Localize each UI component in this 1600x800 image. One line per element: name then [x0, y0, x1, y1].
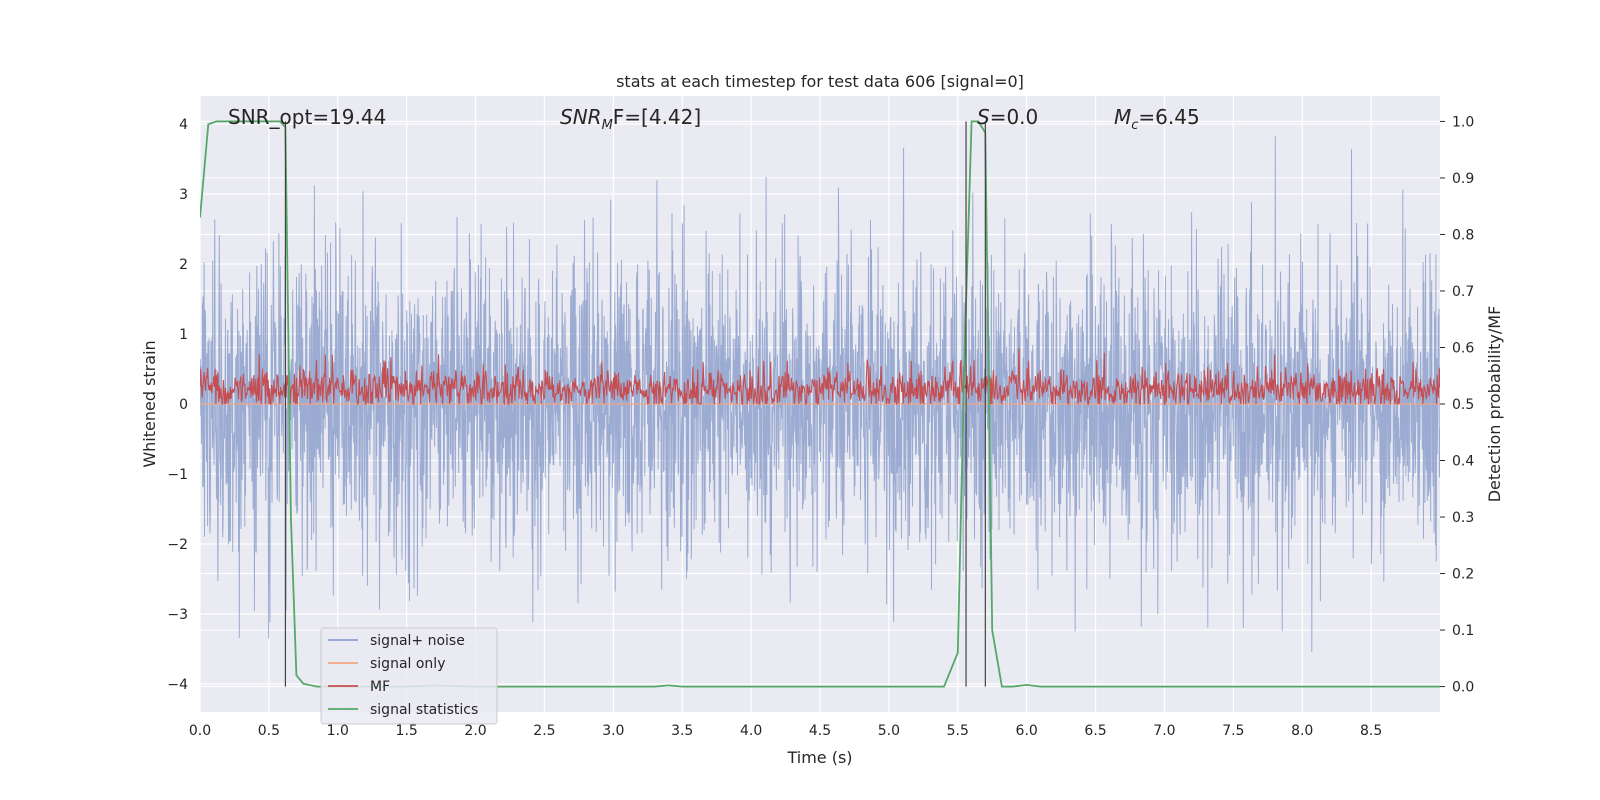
x-tick-label: 0.5: [258, 723, 280, 739]
y-axis-ticks: 4 3 2 1 0 −1 −2 −3 −4: [167, 117, 188, 693]
annotation-snr-opt: SNR_opt=19.44: [228, 105, 386, 129]
x-tick-label: 7.5: [1222, 723, 1244, 739]
y-tick-label: −2: [167, 537, 188, 553]
x-axis-label: Time (s): [786, 748, 852, 767]
series-mf-line: [200, 347, 1440, 406]
legend: signal+ noise signal only MF signal stat…: [320, 627, 498, 725]
y2-tick-label: 0.5: [1452, 397, 1474, 413]
x-tick-label: 6.0: [1016, 723, 1038, 739]
y2-tick-label: 0.6: [1452, 340, 1474, 356]
y2-tick-label: 0.7: [1452, 284, 1474, 300]
legend-item-signal-statistics: signal statistics: [328, 702, 478, 718]
legend-label: signal+ noise: [370, 633, 465, 649]
x-tick-label: 0.0: [189, 723, 211, 739]
legend-item-signal-noise: signal+ noise: [328, 633, 465, 649]
x-tick-label: 8.5: [1360, 723, 1382, 739]
x-tick-label: 5.5: [947, 723, 969, 739]
series-signal-noise-line: [200, 136, 1440, 652]
y2-tick-label: 0.2: [1452, 567, 1474, 583]
x-tick-label: 3.0: [602, 723, 624, 739]
y2-tick-label: 0.9: [1452, 171, 1474, 187]
legend-item-signal-only: signal only: [328, 656, 445, 672]
legend-label: signal statistics: [370, 702, 478, 718]
x-tick-label: 2.5: [533, 723, 555, 739]
annotation-mc: Mc=6.45: [1114, 105, 1200, 133]
y2-axis-ticks: 1.0 0.9 0.8 0.7 0.6 0.5 0.4 0.3 0.2 0.1 0.0: [1440, 114, 1474, 696]
x-tick-label: 2.0: [464, 723, 486, 739]
y-tick-label: 1: [179, 327, 188, 343]
x-tick-label: 8.0: [1291, 723, 1313, 739]
y2-tick-label: 0.8: [1452, 227, 1474, 243]
x-tick-label: 3.5: [671, 723, 693, 739]
y2-tick-label: 0.4: [1452, 454, 1474, 470]
y-tick-label: −1: [167, 467, 188, 483]
y-axis-label: Whitened strain: [140, 340, 159, 467]
y-tick-label: −4: [167, 677, 188, 693]
y2-tick-label: 0.3: [1452, 510, 1474, 526]
x-tick-label: 4.5: [809, 723, 831, 739]
x-axis-ticks: 0.0 0.5 1.0 1.5 2.0 2.5 3.0 3.5 4.0 4.5 5.0 5.5 6.0 6…: [189, 723, 1382, 739]
y-tick-label: 2: [179, 257, 188, 273]
y-tick-label: −3: [167, 607, 188, 623]
annotation-s: S=0.0: [977, 105, 1038, 129]
x-tick-label: 4.0: [740, 723, 762, 739]
annotation-snr-mf: SNRMF=[4.42]: [560, 105, 701, 133]
y2-tick-label: 1.0: [1452, 114, 1474, 130]
y2-axis-label: Detection probability/MF: [1485, 306, 1504, 503]
x-tick-label: 6.5: [1084, 723, 1106, 739]
x-tick-label: 1.5: [396, 723, 418, 739]
series-signal-statistics-line: [200, 120, 1440, 688]
x-tick-label: 1.0: [327, 723, 349, 739]
y2-tick-label: 0.1: [1452, 623, 1474, 639]
chart-title: stats at each timestep for test data 606…: [616, 72, 1024, 91]
legend-label: MF: [370, 679, 390, 695]
y2-tick-label: 0.0: [1452, 680, 1474, 696]
y-tick-label: 4: [179, 117, 188, 133]
y-tick-label: 0: [179, 397, 188, 413]
vertical-marker-lines: [284, 121, 986, 687]
x-tick-label: 5.0: [878, 723, 900, 739]
x-tick-label: 7.0: [1153, 723, 1175, 739]
legend-label: signal only: [370, 656, 445, 672]
y-tick-label: 3: [179, 187, 188, 203]
legend-item-mf: MF: [328, 679, 390, 695]
